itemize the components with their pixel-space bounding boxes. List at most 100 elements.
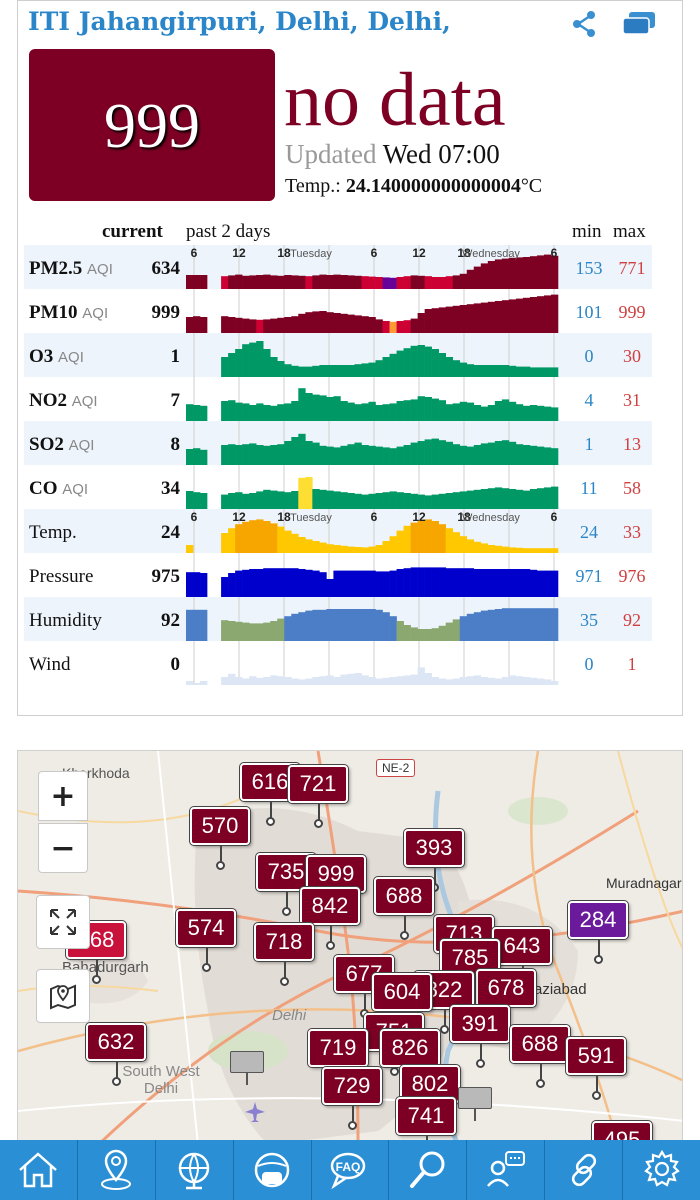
station-marker[interactable]: 719 <box>308 1029 368 1092</box>
sparkline-bar <box>333 677 341 685</box>
sparkline-bar <box>263 445 271 465</box>
nav-feedback[interactable] <box>467 1140 546 1200</box>
nav-globe[interactable] <box>156 1140 234 1200</box>
station-marker[interactable]: 391 <box>450 1005 510 1068</box>
sparkline-bar <box>228 400 236 421</box>
nav-faq[interactable]: FAQ <box>312 1140 390 1200</box>
nav-settings[interactable] <box>623 1140 700 1200</box>
station-marker[interactable]: 632 <box>86 1023 146 1086</box>
station-marker[interactable]: 826 <box>380 1029 440 1092</box>
map-layers-button[interactable] <box>36 969 90 1023</box>
sparkline-bar <box>298 313 306 333</box>
station-marker-value: 729 <box>333 1073 371 1098</box>
station-marker[interactable]: 678 <box>476 969 536 1032</box>
nav-search[interactable] <box>389 1140 468 1200</box>
sparkline-bar <box>389 277 397 289</box>
station-marker[interactable]: 643 <box>492 927 552 990</box>
pollutant-row[interactable]: Wind 0 0 1 <box>24 641 652 685</box>
zoom-in-button[interactable]: + <box>38 771 88 821</box>
nav-home[interactable] <box>0 1140 78 1200</box>
pollutant-name: NO2 AQI <box>29 390 98 412</box>
sparkline-bar <box>508 569 517 597</box>
sparkline-bar <box>375 678 383 685</box>
station-marker[interactable]: 802 <box>400 1065 460 1128</box>
sparkline-bar <box>284 568 292 597</box>
no-data-marker[interactable] <box>458 1087 492 1121</box>
mask-icon <box>254 1152 290 1188</box>
pollutant-row[interactable]: CO AQI 34 11 58 <box>24 465 652 509</box>
station-marker[interactable]: 999 <box>306 855 366 918</box>
nav-location[interactable] <box>78 1140 156 1200</box>
sparkline-bar <box>501 677 510 685</box>
pollutant-row[interactable]: SO2 AQI 8 1 13 <box>24 421 652 465</box>
sparkline-bar <box>284 492 292 509</box>
station-marker[interactable]: 688 <box>374 877 434 940</box>
stations-icon[interactable] <box>621 9 657 39</box>
station-marker[interactable]: 729 <box>322 1067 382 1130</box>
nav-mask[interactable] <box>234 1140 312 1200</box>
sparkline-bar <box>200 449 208 465</box>
sparkline-bar <box>235 570 243 597</box>
station-marker[interactable]: 570 <box>190 807 250 870</box>
station-map[interactable]: NE-2 Kharkhoda Bahadurgarh Delhi South W… <box>17 750 683 1144</box>
station-marker[interactable]: 721 <box>288 765 348 828</box>
sparkline-bar <box>522 257 531 289</box>
sparkline-bar <box>347 444 355 465</box>
pollutant-row[interactable]: PM10 AQI 999 101 999 <box>24 289 652 333</box>
pollutant-row[interactable]: Pressure 975 971 976 <box>24 553 652 597</box>
station-marker[interactable]: 591 <box>566 1037 626 1100</box>
pollutant-max: 92 <box>623 610 641 630</box>
station-marker[interactable]: 842 <box>300 887 360 950</box>
station-marker[interactable]: 604 <box>372 973 432 1036</box>
sparkline-bar <box>438 625 446 641</box>
share-icon[interactable] <box>570 9 598 39</box>
time-axis-label: 18 <box>277 246 291 260</box>
sparkline-bar <box>312 677 320 685</box>
sparkline-bar <box>319 609 327 641</box>
sparkline-bar <box>445 404 454 421</box>
sparkline-bar <box>242 569 250 597</box>
sparkline-bar <box>284 403 292 421</box>
time-axis-label: 6 <box>551 246 558 260</box>
station-marker[interactable]: 393 <box>404 829 464 892</box>
pollutant-current: 92 <box>161 610 180 631</box>
pollutant-row[interactable]: NO2 AQI 7 4 31 <box>24 377 652 421</box>
sparkline-bar <box>487 677 496 685</box>
pollutant-row[interactable]: Humidity 92 35 92 <box>24 597 652 641</box>
station-name[interactable]: ITI Jahangirpuri, Delhi, Delhi, <box>28 7 451 36</box>
sparkline-bar <box>445 679 454 685</box>
sparkline-bar <box>326 609 334 641</box>
sparkline-bar <box>333 491 341 509</box>
station-marker[interactable]: 495 <box>592 1121 652 1143</box>
sparkline-bar <box>494 609 503 641</box>
station-marker[interactable]: 284 <box>568 901 628 964</box>
sparkline-bar <box>298 612 306 641</box>
sparkline-bar <box>333 570 341 597</box>
zoom-out-button[interactable]: − <box>38 823 88 873</box>
station-marker[interactable]: 574 <box>176 909 236 972</box>
nav-link[interactable] <box>545 1140 624 1200</box>
sparkline-bar <box>368 677 376 685</box>
no-data-marker[interactable] <box>230 1051 264 1085</box>
pollutant-unit: AQI <box>58 349 84 366</box>
pollutant-current: 8 <box>170 434 181 455</box>
sparkline-bar <box>480 365 489 377</box>
station-marker[interactable]: 688 <box>510 1025 570 1088</box>
sparkline-bar <box>515 366 524 377</box>
pollutant-row[interactable]: Temp. 24 24 33 6 12 18 Tuesday 6 12 18 Wednesday 6 <box>24 509 652 553</box>
sparkline-bar <box>277 317 285 333</box>
pollutant-row[interactable]: O3 AQI 1 0 30 <box>24 333 652 377</box>
sparkline-bar <box>326 446 334 465</box>
sparkline-bar <box>431 521 439 553</box>
pollutant-label: NO2 <box>29 390 67 411</box>
station-marker[interactable]: 718 <box>254 923 314 986</box>
station-marker[interactable]: 741 <box>396 1097 456 1143</box>
fullscreen-button[interactable] <box>36 895 90 949</box>
sparkline-bar <box>200 405 208 421</box>
sparkline-bar <box>319 489 327 509</box>
pollutant-row[interactable]: PM2.5 AQI 634 153 771 6 12 18 Tuesday 6 12 18 Wedne… <box>24 245 652 289</box>
sparkline-bar <box>326 275 334 289</box>
sparkline-bar <box>550 367 559 377</box>
sparkline-bar <box>291 678 299 685</box>
